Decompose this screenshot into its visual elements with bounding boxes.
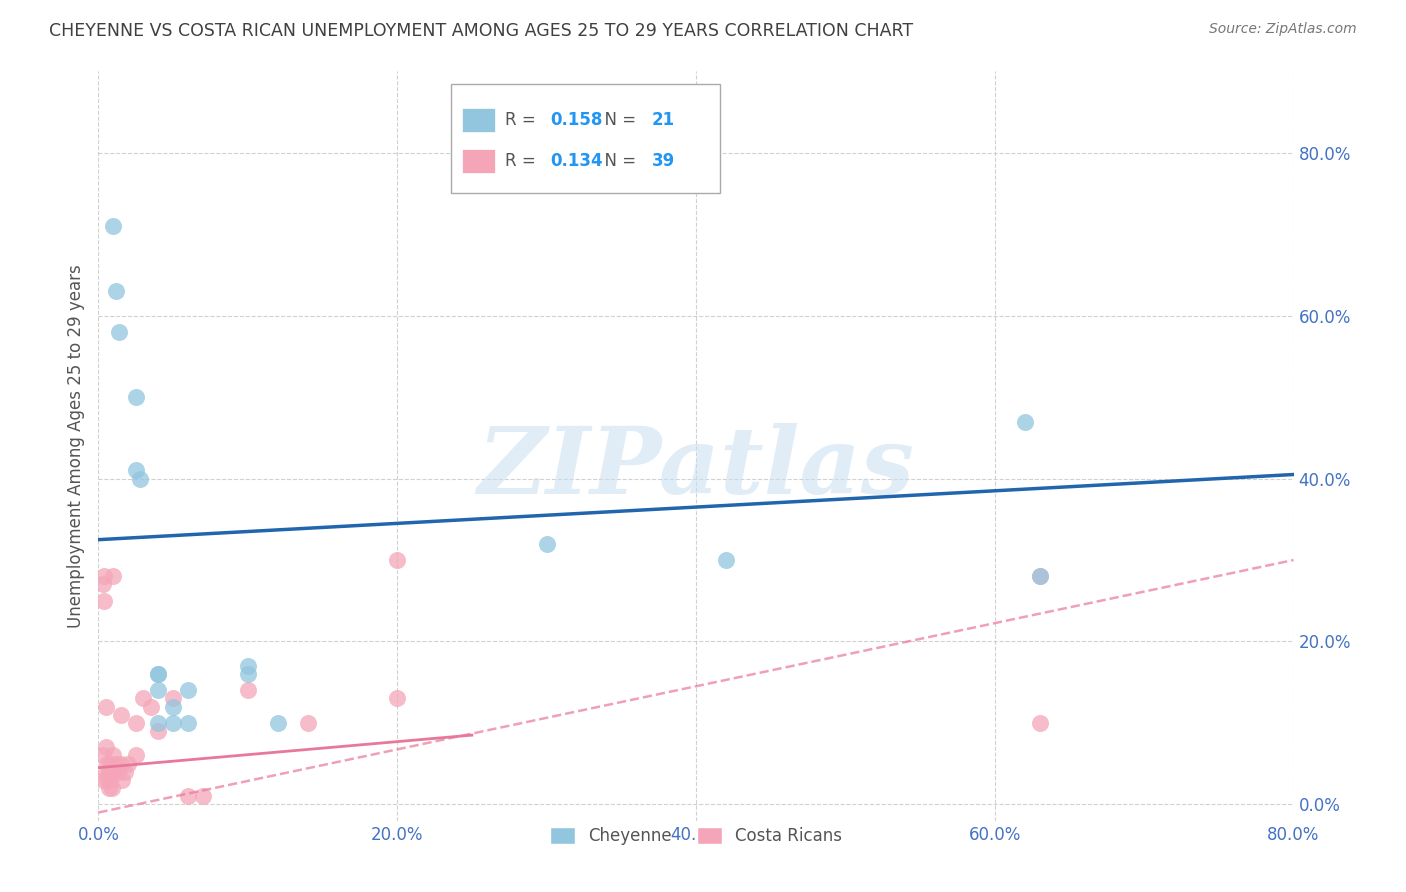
Point bbox=[91, 577, 114, 591]
Point bbox=[101, 780, 124, 795]
Point bbox=[103, 219, 125, 233]
Point bbox=[129, 472, 152, 486]
Point bbox=[236, 659, 259, 673]
Text: CHEYENNE VS COSTA RICAN UNEMPLOYMENT AMONG AGES 25 TO 29 YEARS CORRELATION CHART: CHEYENNE VS COSTA RICAN UNEMPLOYMENT AMO… bbox=[49, 22, 914, 40]
Point bbox=[162, 715, 184, 730]
Point bbox=[125, 715, 148, 730]
Point bbox=[177, 789, 200, 804]
FancyBboxPatch shape bbox=[461, 149, 495, 173]
Text: R =: R = bbox=[505, 153, 541, 170]
Point bbox=[1028, 715, 1050, 730]
Point bbox=[94, 740, 117, 755]
Point bbox=[93, 593, 115, 607]
Point bbox=[236, 667, 259, 681]
Point bbox=[91, 772, 114, 787]
Point bbox=[97, 780, 120, 795]
Point bbox=[96, 772, 118, 787]
Point bbox=[94, 764, 117, 779]
FancyBboxPatch shape bbox=[461, 108, 495, 132]
Point bbox=[98, 756, 122, 771]
Point bbox=[97, 764, 120, 779]
Point bbox=[177, 715, 200, 730]
Point bbox=[114, 764, 136, 779]
Point bbox=[110, 707, 132, 722]
Text: 39: 39 bbox=[652, 153, 675, 170]
Point bbox=[125, 463, 148, 477]
Point bbox=[105, 285, 128, 299]
Point bbox=[103, 748, 125, 763]
Point bbox=[148, 683, 170, 698]
Text: Source: ZipAtlas.com: Source: ZipAtlas.com bbox=[1209, 22, 1357, 37]
Point bbox=[91, 748, 114, 763]
Point bbox=[1014, 415, 1036, 429]
Point bbox=[148, 667, 170, 681]
Point bbox=[98, 772, 122, 787]
Point bbox=[536, 537, 558, 551]
FancyBboxPatch shape bbox=[451, 84, 720, 193]
Point bbox=[93, 569, 115, 583]
Text: ZIPatlas: ZIPatlas bbox=[478, 424, 914, 514]
Point bbox=[132, 691, 155, 706]
Point bbox=[148, 715, 170, 730]
Point bbox=[125, 390, 148, 404]
Point bbox=[714, 553, 737, 567]
Point bbox=[125, 748, 148, 763]
Text: 0.158: 0.158 bbox=[550, 112, 603, 129]
Text: R =: R = bbox=[505, 112, 541, 129]
Text: 0.134: 0.134 bbox=[550, 153, 603, 170]
Point bbox=[177, 683, 200, 698]
Point bbox=[385, 691, 409, 706]
Point bbox=[94, 699, 117, 714]
Point bbox=[1028, 569, 1050, 583]
Point bbox=[117, 756, 139, 771]
Point bbox=[385, 553, 409, 567]
Legend: Cheyenne, Costa Ricans: Cheyenne, Costa Ricans bbox=[541, 819, 851, 854]
Point bbox=[105, 756, 128, 771]
Point bbox=[139, 699, 162, 714]
Point bbox=[107, 764, 129, 779]
Point bbox=[101, 764, 124, 779]
Text: 21: 21 bbox=[652, 112, 675, 129]
Point bbox=[1028, 569, 1050, 583]
Point bbox=[103, 569, 125, 583]
Point bbox=[148, 724, 170, 739]
Point bbox=[267, 715, 290, 730]
Point bbox=[162, 699, 184, 714]
Point bbox=[96, 756, 118, 771]
Point bbox=[297, 715, 319, 730]
Text: N =: N = bbox=[595, 153, 641, 170]
Point bbox=[236, 683, 259, 698]
Point bbox=[148, 667, 170, 681]
Point bbox=[108, 325, 131, 339]
Y-axis label: Unemployment Among Ages 25 to 29 years: Unemployment Among Ages 25 to 29 years bbox=[66, 264, 84, 628]
Text: N =: N = bbox=[595, 112, 641, 129]
Point bbox=[111, 772, 134, 787]
Point bbox=[191, 789, 214, 804]
Point bbox=[110, 756, 132, 771]
Point bbox=[162, 691, 184, 706]
